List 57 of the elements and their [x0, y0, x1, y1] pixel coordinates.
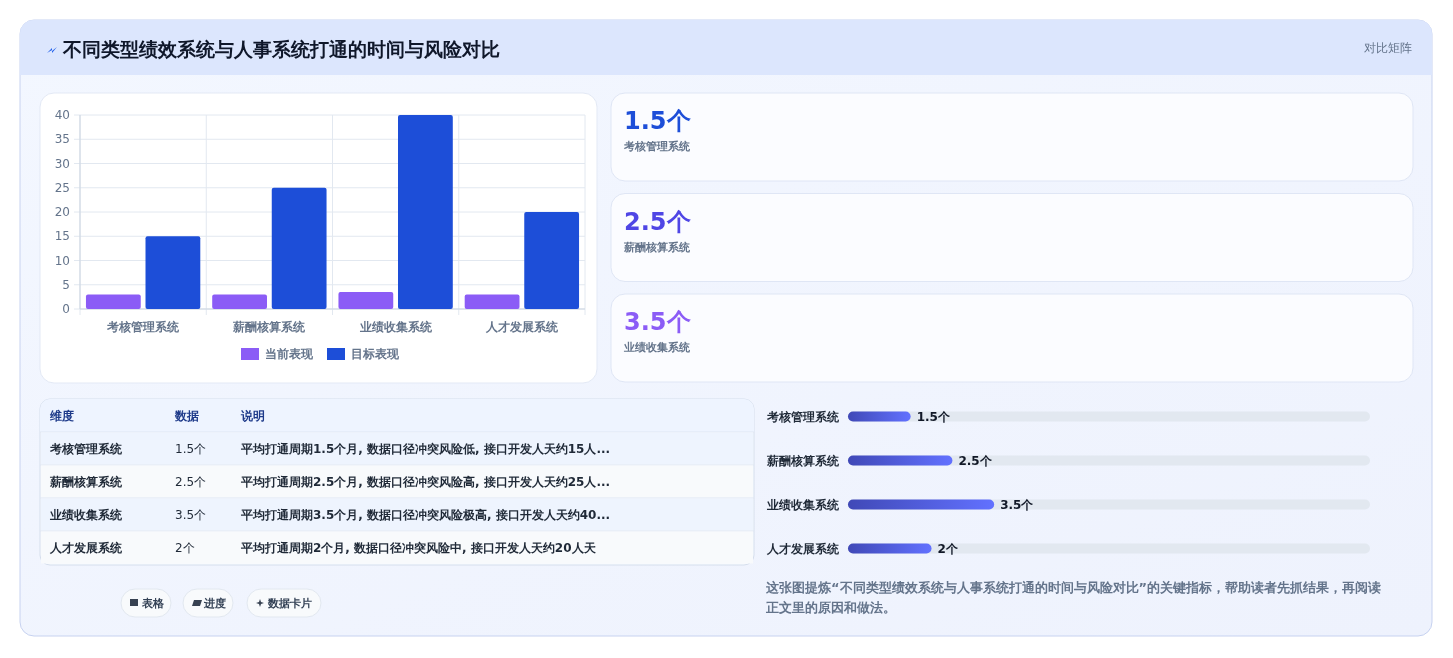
y-tick-label: 5 [62, 277, 70, 292]
category-label: 薪酬核算系统 [623, 240, 691, 254]
bar [271, 187, 327, 309]
text: 2个 [175, 540, 195, 555]
text: 1.5个 [175, 441, 207, 456]
y-tick-label: 25 [54, 180, 70, 195]
bar [145, 236, 201, 309]
x-tick-label: 人才发展系统 [484, 320, 559, 334]
data-label: 1.5个 [916, 409, 951, 424]
y-tick-label: 人才发展系统 [766, 541, 840, 556]
y-tick-label: 10 [54, 253, 70, 268]
data-label: 2.5个 [958, 453, 993, 468]
text: 说明 [240, 409, 265, 424]
y-tick-label: 业绩收集系统 [766, 497, 840, 512]
text: 平均打通周期2个月, 数据口径冲突风险中, 接口开发人天约20人天 [240, 540, 597, 555]
bar [85, 294, 141, 309]
bar [848, 411, 911, 422]
text: 对比矩阵 [1364, 41, 1412, 56]
y-tick-label: 30 [54, 156, 70, 171]
y-tick-label: 0 [62, 302, 70, 317]
text: 平均打通周期2.5个月, 数据口径冲突风险高, 接口开发人天约25人... [240, 474, 611, 489]
bar [338, 292, 394, 309]
text: 不同类型绩效系统与人事系统打通的时间与风险对比 [62, 37, 500, 60]
x-tick-label: 业绩收集系统 [358, 320, 433, 334]
bar [212, 294, 267, 309]
y-tick-label: 15 [54, 229, 70, 244]
y-tick-label: 20 [54, 205, 70, 220]
legend-label: 目标表现 [351, 347, 400, 362]
x-tick-label: 薪酬核算系统 [232, 320, 307, 334]
text: 数据卡片 [267, 596, 312, 610]
text: 2.5个 [175, 474, 207, 489]
y-tick-label: 35 [54, 132, 70, 147]
category-label: 业绩收集系统 [623, 341, 691, 354]
bar [398, 115, 453, 309]
text: 平均打通周期3.5个月, 数据口径冲突风险极高, 接口开发人天约40... [240, 507, 611, 522]
text: 平均打通周期1.5个月, 数据口径冲突风险低, 接口开发人天约15人... [240, 441, 611, 456]
legend-label: 当前表现 [265, 347, 314, 362]
text: 这张图提炼“不同类型绩效系统与人事系统打通的时间与风险对比”的关键指标，帮助读者先抓结果，再阅读正文里的原因和做法。 [765, 580, 1382, 615]
y-tick-label: 考核管理系统 [766, 409, 840, 424]
bar [524, 212, 580, 309]
text: 进度 [203, 596, 226, 610]
bar [848, 543, 932, 554]
text: 3.5个 [624, 308, 691, 336]
text: 维度 [49, 409, 74, 424]
x-tick-label: 考核管理系统 [106, 320, 181, 334]
text: 3.5个 [175, 507, 207, 522]
bar [848, 455, 953, 466]
category-label: 考核管理系统 [623, 140, 691, 153]
text: 表格 [141, 596, 165, 610]
text: 1.5个 [624, 107, 691, 135]
bar [464, 294, 520, 309]
y-tick-label: 薪酬核算系统 [766, 453, 840, 468]
data-label: 3.5个 [1000, 497, 1035, 512]
text: 数据 [174, 409, 199, 424]
data-label: 2个 [937, 541, 959, 556]
text: 2.5个 [624, 207, 691, 236]
y-tick-label: 40 [54, 108, 70, 123]
